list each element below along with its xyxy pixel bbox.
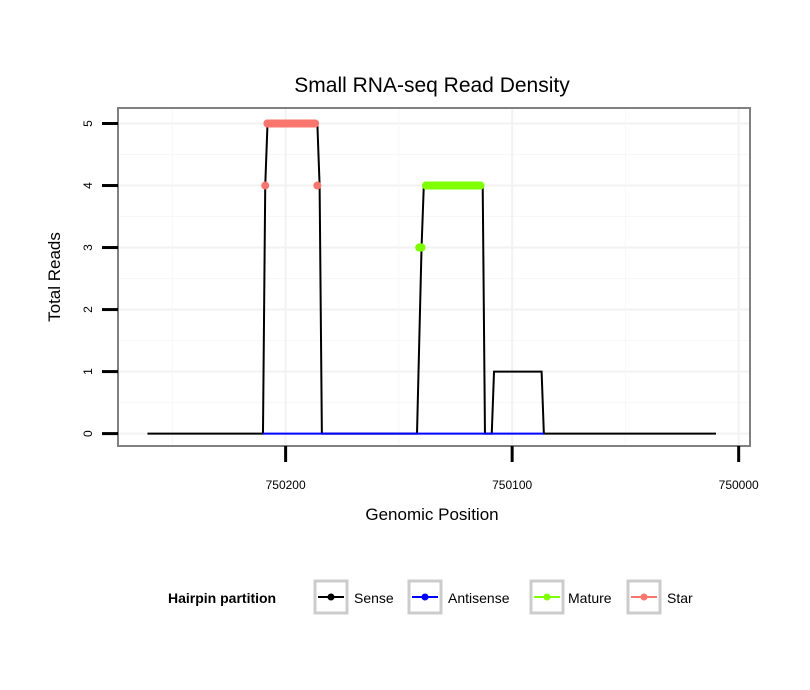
legend-key-point [640,593,648,601]
legend-label-star: Star [667,590,693,606]
legend-key-point [327,593,335,601]
y-tick-label: 5 [81,120,95,127]
y-tick-label: 4 [81,182,95,189]
y-tick-label: 0 [81,430,95,437]
grid [118,108,750,446]
y-axis-title: Total Reads [45,232,64,322]
legend-item-mature: Mature [529,579,612,615]
legend: Hairpin partition Sense Antisense Mature St… [168,579,693,615]
legend-key-point [421,593,429,601]
x-tick-label: 750100 [492,478,532,492]
y-tick-label: 3 [81,244,95,251]
legend-key-point [543,593,551,601]
y-axis: 0 1 2 3 4 5 [81,120,118,437]
legend-label-sense: Sense [354,590,394,606]
data-point-star [261,181,270,190]
x-axis: 750200 750100 750000 [266,446,759,492]
legend-title: Hairpin partition [168,590,276,606]
x-tick-label: 750000 [719,478,759,492]
legend-item-antisense: Antisense [407,579,510,615]
legend-label-antisense: Antisense [448,590,510,606]
x-tick-label: 750200 [266,478,306,492]
plot-panel-border [117,107,751,447]
legend-item-sense: Sense [313,579,394,615]
y-tick-label: 1 [81,368,95,375]
data-point-star [313,181,322,190]
chart-title: Small RNA-seq Read Density [294,74,570,97]
y-tick-label: 2 [81,306,95,313]
x-axis-title: Genomic Position [365,505,498,524]
legend-label-mature: Mature [568,590,612,606]
legend-item-star: Star [626,579,693,615]
series-layer [147,119,717,435]
